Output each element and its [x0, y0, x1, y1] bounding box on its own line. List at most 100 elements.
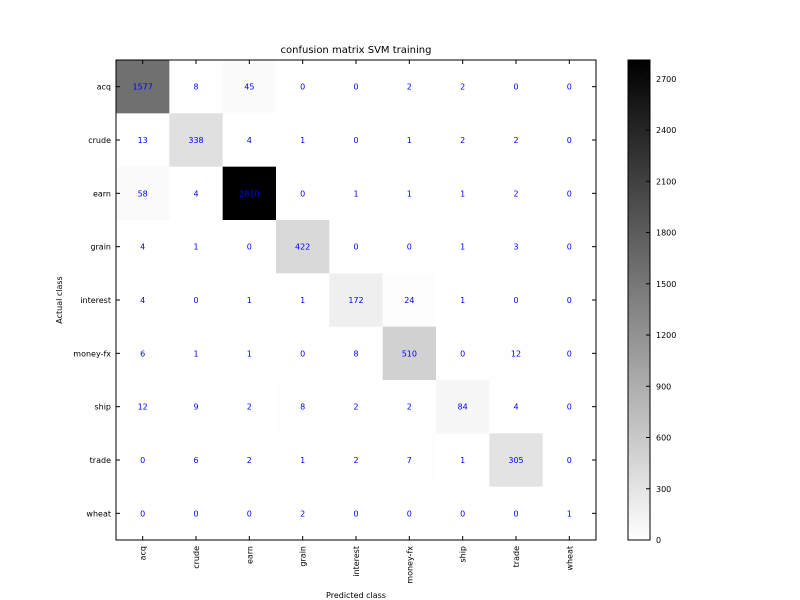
heatmap-cell [489, 433, 544, 488]
heatmap-cell [382, 166, 437, 221]
cell-value-label: 2 [460, 136, 465, 145]
heatmap-cell [222, 220, 277, 274]
heatmap-cell [169, 113, 224, 168]
heatmap-cell [382, 113, 437, 168]
cell-value-label: 0 [300, 189, 305, 198]
cell-value-label: 0 [353, 83, 358, 92]
cell-value-label: 0 [513, 509, 518, 518]
y-tick-label: interest [80, 296, 111, 305]
heatmap-cell [382, 433, 437, 488]
heatmap-cell [436, 433, 490, 488]
heatmap-cell [382, 273, 437, 328]
cell-value-label: 0 [567, 189, 572, 198]
cell-value-label: 305 [508, 456, 523, 465]
cell-value-label: 1 [407, 136, 412, 145]
heatmap-cell [436, 113, 490, 168]
cell-value-label: 1 [567, 509, 572, 518]
heatmap-cell [542, 166, 597, 221]
heatmap-cell [116, 166, 170, 221]
cell-value-label: 0 [247, 243, 252, 252]
cell-value-label: 0 [300, 83, 305, 92]
heatmap-cell [542, 486, 597, 541]
heatmap-cell [436, 60, 490, 114]
x-tick-label: ship [459, 546, 468, 563]
heatmap-cell [329, 220, 384, 274]
cell-value-label: 1 [460, 189, 465, 198]
heatmap-cell [489, 326, 544, 381]
colorbar-tick-label: 1800 [656, 229, 676, 238]
heatmap-cell [436, 220, 490, 274]
heatmap-cell [382, 60, 437, 114]
cell-value-label: 2 [513, 136, 518, 145]
x-tick-label: wheat [565, 546, 574, 571]
colorbar-tick-label: 1500 [656, 280, 676, 289]
cell-value-label: 1 [460, 243, 465, 252]
heatmap-cell [169, 326, 224, 381]
cell-value-label: 0 [300, 349, 305, 358]
heatmap-cell [116, 60, 170, 114]
heatmap-cell [329, 380, 384, 434]
cell-value-label: 0 [140, 456, 145, 465]
colorbar-tick-label: 0 [656, 536, 661, 545]
heatmap-cell [436, 326, 490, 381]
y-tick-label: ship [94, 403, 111, 412]
heatmap-cell [222, 273, 277, 328]
cell-value-label: 0 [567, 349, 572, 358]
y-tick-label: acq [97, 83, 111, 92]
y-tick-label: wheat [86, 509, 111, 518]
heatmap-cell [489, 113, 544, 168]
heatmap-cell [169, 273, 224, 328]
cell-value-label: 0 [513, 296, 518, 305]
cell-value-label: 4 [513, 403, 518, 412]
cell-value-label: 2 [460, 83, 465, 92]
heatmap-cell [222, 60, 277, 114]
heatmap-cell [222, 486, 277, 541]
heatmap-cell [542, 273, 597, 328]
heatmap-cell [329, 273, 384, 328]
heatmap-cell [276, 113, 330, 168]
heatmap-cell [382, 326, 437, 381]
cell-value-label: 8 [300, 403, 305, 412]
cell-value-label: 2 [247, 403, 252, 412]
heatmap-cell [382, 380, 437, 434]
heatmap-cell [329, 60, 384, 114]
heatmap-cell [276, 380, 330, 434]
heatmap-cell [329, 486, 384, 541]
y-tick-label: grain [90, 243, 111, 252]
x-tick-label: trade [512, 546, 521, 567]
colorbar-gradient [627, 59, 651, 541]
cell-value-label: 1 [193, 243, 198, 252]
heatmap-cell [116, 113, 170, 168]
x-tick-label: money-fx [405, 546, 414, 584]
cell-value-label: 1 [193, 349, 198, 358]
heatmap-cell [116, 486, 170, 541]
cell-value-label: 1 [353, 189, 358, 198]
heatmap-cell [542, 220, 597, 274]
cell-value-label: 0 [193, 509, 198, 518]
cell-value-label: 2 [407, 403, 412, 412]
y-tick-label: money-fx [73, 349, 111, 358]
cell-value-label: 0 [567, 456, 572, 465]
axis-ticks: acq crude earn grain interest money-fx ship tra… [73, 60, 596, 584]
heatmap-cell [116, 220, 170, 274]
heatmap-cell [436, 166, 490, 221]
x-tick-label: earn [245, 546, 254, 564]
heatmap-cell [542, 113, 597, 168]
cell-value-label: 0 [353, 509, 358, 518]
cell-value-label: 2810 [239, 189, 259, 198]
cell-value-label: 2 [353, 403, 358, 412]
heatmap-cell [276, 220, 330, 274]
cell-value-label: 0 [353, 243, 358, 252]
cell-value-label: 0 [407, 243, 412, 252]
cell-value-label: 0 [353, 136, 358, 145]
heatmap-cell [542, 433, 597, 488]
cell-value-label: 0 [567, 296, 572, 305]
cell-value-label: 3 [513, 243, 518, 252]
heatmap-cell [222, 433, 277, 488]
cell-value-label: 1 [300, 296, 305, 305]
heatmap-cell [436, 486, 490, 541]
cell-value-label: 4 [193, 189, 198, 198]
cell-value-label: 1577 [132, 83, 152, 92]
colorbar: 0 300 600 900 1200 1500 1800 2100 2400 2700 [627, 59, 676, 545]
y-axis-label: Actual class [55, 276, 64, 323]
